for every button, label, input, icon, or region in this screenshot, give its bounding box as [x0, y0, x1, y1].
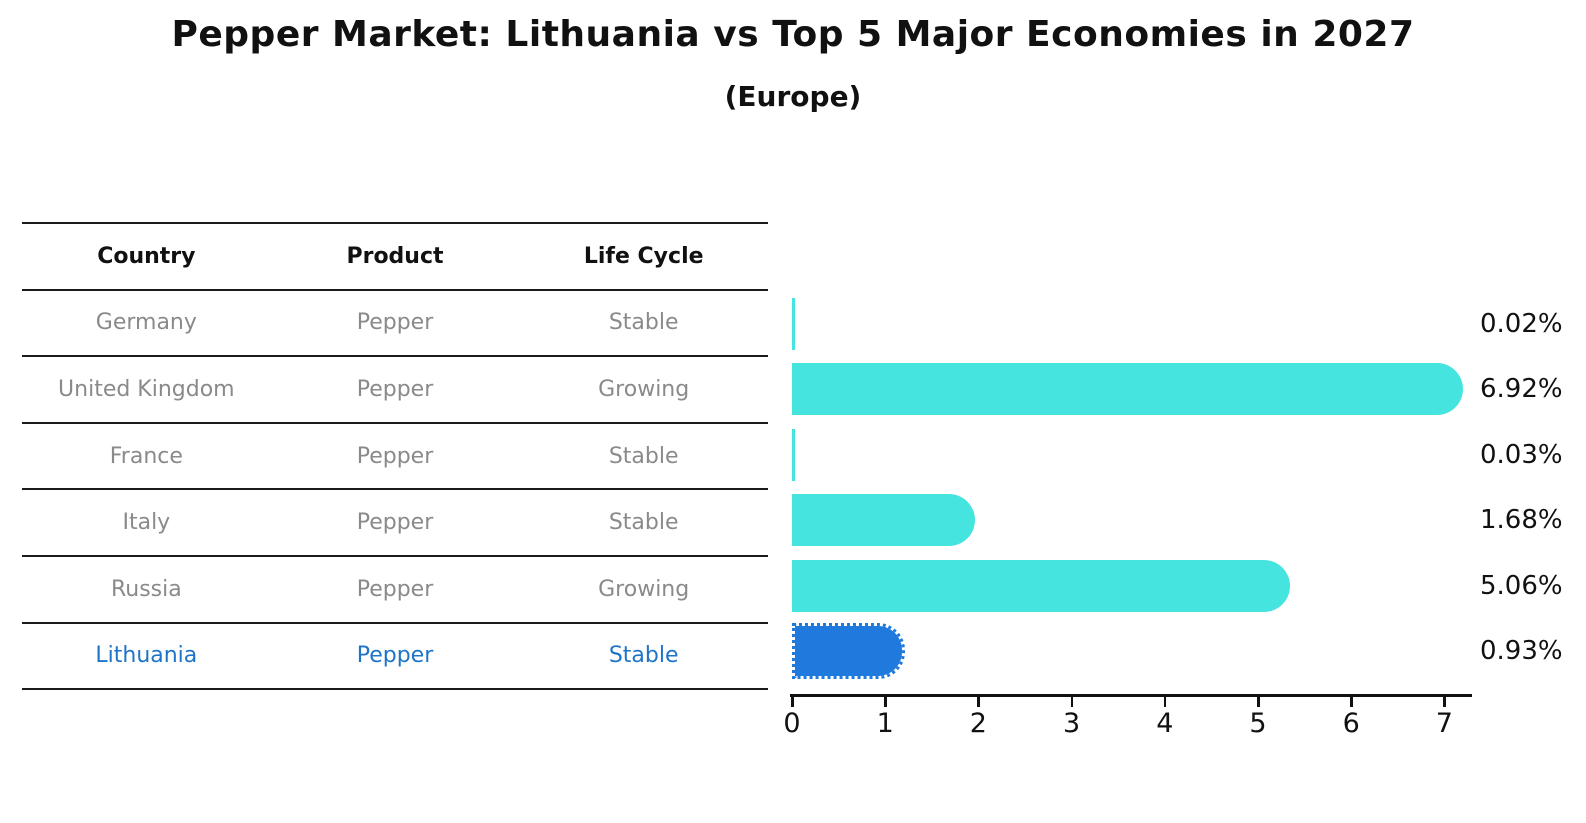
table-row: Lithuania Pepper Stable — [22, 624, 768, 691]
table-cell-life-cycle: Growing — [598, 376, 690, 402]
bar-italy — [792, 494, 975, 547]
x-axis-tick — [1350, 696, 1353, 707]
column-header-life-cycle: Life Cycle — [583, 243, 704, 269]
x-axis-line — [790, 694, 1472, 697]
table-cell-life-cycle: Stable — [608, 643, 679, 669]
x-axis-tick-label: 7 — [1435, 708, 1453, 739]
table-header-row: Country Product Life Cycle — [22, 224, 768, 291]
bar-united-kingdom — [792, 363, 1463, 416]
table-row: Germany Pepper Stable — [22, 291, 768, 358]
table-cell-country: United Kingdom — [58, 376, 235, 402]
x-axis-tick-label: 5 — [1249, 708, 1267, 739]
x-axis-tick-label: 1 — [876, 708, 894, 739]
column-header-product: Product — [346, 243, 444, 269]
table-row: United Kingdom Pepper Growing — [22, 357, 768, 424]
table-cell-product: Pepper — [356, 510, 434, 536]
table-cell-country: Lithuania — [95, 643, 198, 669]
x-axis-tick — [1443, 696, 1446, 707]
table-cell-life-cycle: Stable — [608, 443, 679, 469]
table-cell-life-cycle: Stable — [608, 310, 679, 336]
bar-germany — [792, 298, 795, 350]
table-cell-product: Pepper — [356, 443, 434, 469]
column-header-country: Country — [97, 243, 196, 269]
table-cell-product: Pepper — [356, 310, 434, 336]
table-cell-product: Pepper — [356, 376, 434, 402]
table-row: Russia Pepper Growing — [22, 557, 768, 624]
chart-subtitle: (Europe) — [724, 80, 862, 113]
value-label: 0.02% — [1480, 309, 1563, 339]
table-row: Italy Pepper Stable — [22, 490, 768, 557]
chart-title: Pepper Market: Lithuania vs Top 5 Major … — [171, 14, 1415, 55]
x-axis-tick — [884, 696, 887, 707]
table-cell-product: Pepper — [356, 576, 434, 602]
table-cell-country: Russia — [110, 576, 182, 602]
bar-highlight-lithuania — [792, 623, 905, 679]
x-axis-tick-label: 2 — [969, 708, 987, 739]
value-label: 1.68% — [1480, 505, 1563, 536]
x-axis-tick — [977, 696, 980, 707]
table-cell-life-cycle: Stable — [608, 510, 679, 536]
value-label: 5.06% — [1480, 570, 1563, 601]
table-body: Germany Pepper Stable United Kingdom Pepper G… — [22, 291, 768, 691]
x-axis-tick — [1257, 696, 1260, 707]
table-cell-product: Pepper — [356, 643, 434, 669]
value-label: 0.03% — [1480, 439, 1563, 470]
x-axis-tick-label: 4 — [1156, 708, 1174, 739]
bar-russia — [792, 559, 1290, 612]
x-axis-tick — [791, 696, 794, 707]
table-row: France Pepper Stable — [22, 424, 768, 491]
x-axis-tick-label: 6 — [1342, 708, 1360, 739]
value-label: 0.93% — [1480, 636, 1563, 666]
table-cell-country: Germany — [95, 310, 197, 336]
table-cell-life-cycle: Growing — [598, 576, 690, 602]
x-axis-tick-label: 3 — [1063, 708, 1081, 739]
x-axis-tick — [1070, 696, 1074, 707]
bar-france — [792, 428, 795, 481]
x-axis-tick-label: 0 — [783, 708, 801, 739]
value-label: 6.92% — [1480, 374, 1563, 405]
x-axis-tick — [1163, 696, 1167, 707]
table-cell-country: France — [109, 443, 183, 469]
table-cell-country: Italy — [122, 510, 171, 536]
country-table: Country Product Life Cycle Germany Pepper… — [22, 222, 768, 691]
